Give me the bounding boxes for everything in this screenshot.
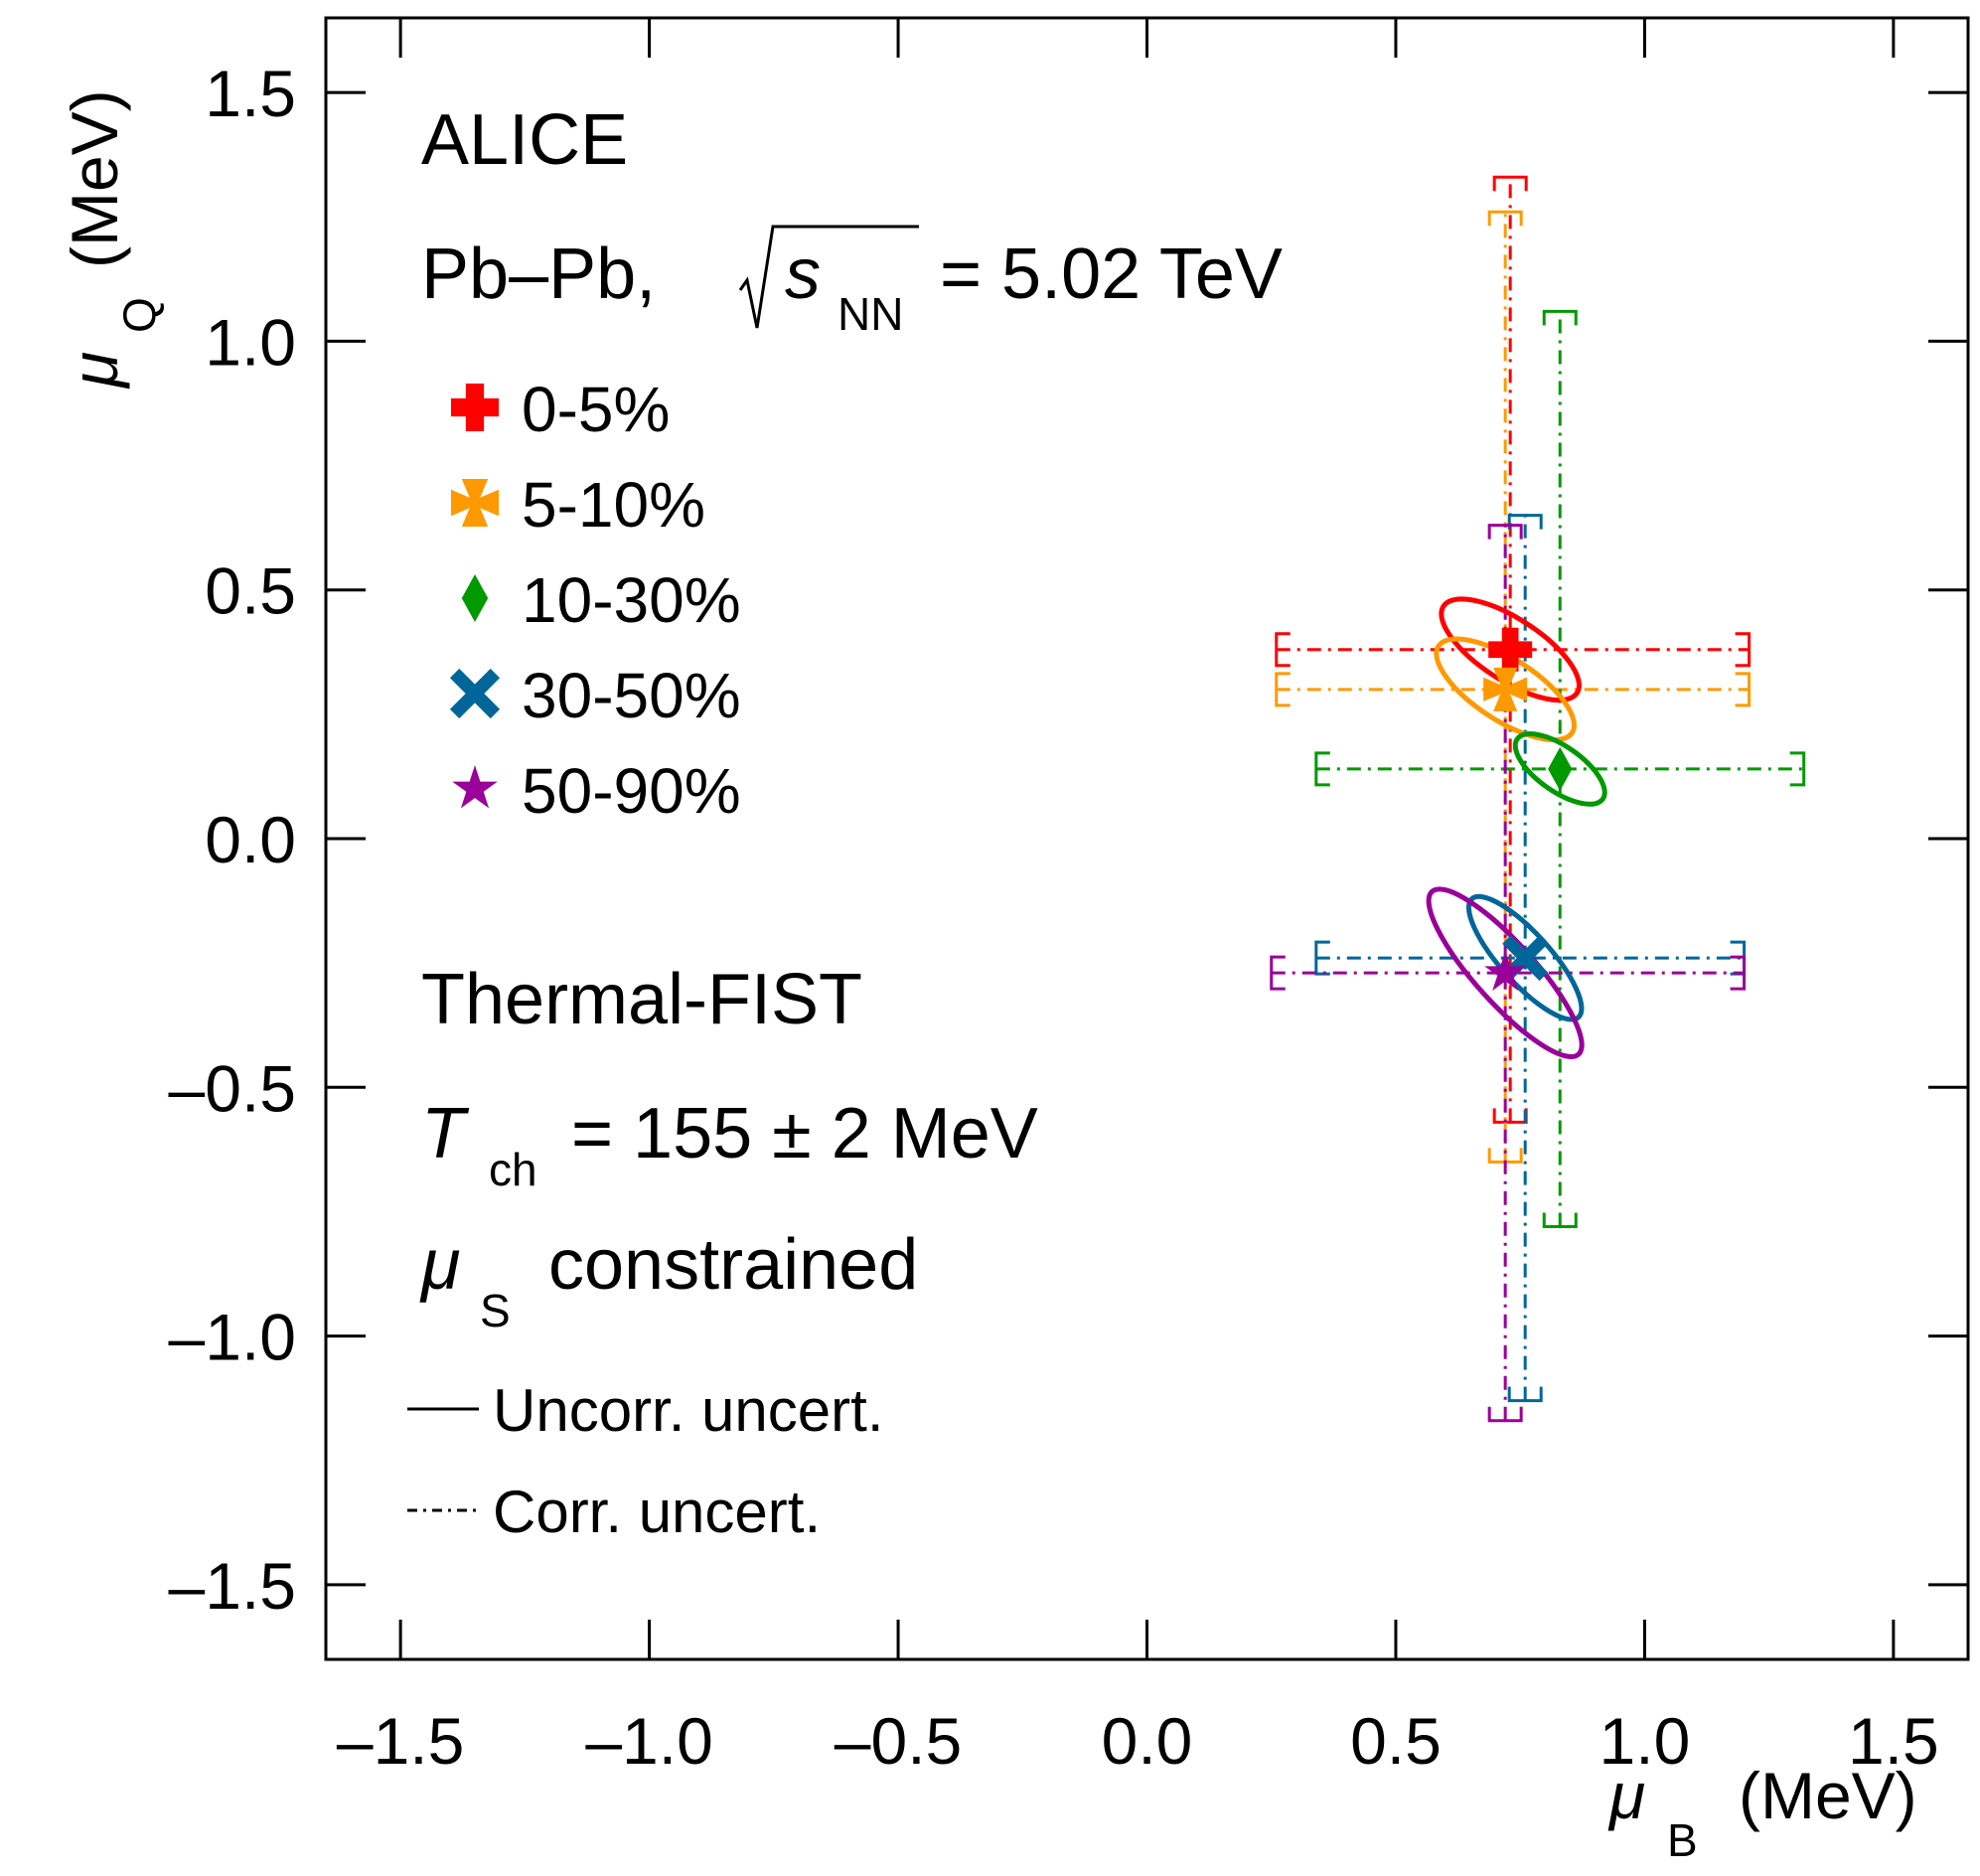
sqrt-sign [738,225,919,329]
y-tick-labels: –1.5 –1.0 –0.5 0.0 0.5 1.0 1.5 [169,57,296,1623]
x-tick-label: –1.5 [337,1704,464,1778]
energy-subscript: NN [838,288,903,340]
x-tick-label: 0.0 [1102,1704,1193,1778]
x-marker-stroke [449,668,501,719]
y-axis-subscript: Q [113,297,165,333]
diamond-marker-shape [461,574,489,622]
legend-label: 0-5% [522,374,670,445]
data-markers [1483,627,1573,991]
correlated-uncertainties [1270,175,1806,1423]
y-axis-title: μ Q (MeV) [58,89,165,390]
corr-cap-top [1487,210,1523,227]
legend-marker-50-90% [452,765,498,809]
temperature-label: T ch = 155 ± 2 MeV [421,1094,1038,1195]
corr-cap-right [1730,955,1747,991]
corr-cap-right [1789,751,1806,787]
mus-subscript: S [480,1285,511,1336]
y-tick-label: 0.5 [205,554,296,628]
legend-label: 50-90% [522,755,741,827]
corr-cap-top [1487,524,1523,540]
corr-cap-left [1275,632,1291,668]
corr-cap-right [1735,632,1752,668]
x-axis-subscript: B [1667,1814,1698,1866]
star-marker-shape [1484,951,1527,991]
corr-cap-bottom [1487,1406,1523,1423]
legend-marker-10-30% [461,574,489,622]
corr-uncert-10-30% [1314,309,1806,1228]
line-legend-label: Corr. uncert. [493,1479,821,1545]
y-tick-label: –1.5 [169,1549,296,1623]
corr-cap-right [1735,672,1752,707]
legend-label: 30-50% [522,660,741,731]
x-tick-label: –0.5 [835,1704,962,1778]
legend-marker-0-5% [451,384,499,431]
x-tick-label: 1.5 [1848,1704,1939,1778]
corr-cap-top [1507,514,1543,530]
line-style-legend: Uncorr. uncert. Corr. uncert. [407,1377,884,1545]
temp-subscript: ch [489,1144,537,1195]
temp-value: = 155 ± 2 MeV [571,1094,1038,1173]
experiment-label: ALICE [421,100,628,180]
x-tick-labels: –1.5 –1.0 –0.5 0.0 0.5 1.0 1.5 [337,1704,1939,1778]
open-cross-marker-shape [1483,667,1528,711]
y-tick-label: 1.0 [205,305,296,379]
mu-s-label: μ S constrained [419,1225,918,1336]
legend-label: 10-30% [522,564,741,636]
corr-cap-bottom [1542,1212,1578,1228]
data-point-10-30% [1548,746,1573,791]
energy-value: = 5.02 TeV [940,234,1283,314]
y-tick-label: 0.0 [205,803,296,876]
data-point-50-90% [1484,951,1527,991]
energy-s: s [785,234,821,314]
line-legend-label: Uncorr. uncert. [493,1377,884,1444]
corr-cap-top [1542,309,1578,326]
axis-ticks [326,18,1968,1659]
open-cross-marker-shape [451,479,499,527]
collision-system-label: Pb–Pb, s NN = 5.02 TeV [421,225,1283,340]
x-tick-label: 0.5 [1350,1704,1442,1778]
x-axis-symbol: μ [1607,1759,1645,1832]
corr-cap-left [1275,672,1291,707]
x-axis-title: μ B (MeV) [1607,1759,1917,1866]
x-axis-unit: (MeV) [1739,1759,1917,1832]
centrality-legend: 0-5% 5-10% 10-30% 30-50% 50-90% [449,374,741,827]
legend-label: 5-10% [522,469,705,541]
corr-cap-left [1270,955,1286,991]
y-axis-unit: (MeV) [58,89,131,268]
legend-marker-5-10% [451,479,499,527]
temp-symbol: T [421,1094,470,1173]
y-axis-symbol: μ [58,352,131,390]
corr-cap-top [1492,175,1528,192]
uncorr-ellipse-5-10% [1434,636,1577,743]
legend-marker-30-50% [449,668,501,719]
y-tick-label: –0.5 [169,1051,296,1125]
corr-cap-bottom [1507,1386,1543,1403]
y-tick-label: 1.5 [205,57,296,130]
x-tick-label: –1.0 [585,1704,712,1778]
system-prefix: Pb–Pb, [421,234,656,314]
data-point-5-10% [1483,667,1528,711]
mus-symbol: μ [419,1225,460,1305]
cross-marker-shape [451,384,499,431]
uncorr-ellipse-0-5% [1439,596,1582,704]
data-point-0-5% [1488,627,1533,672]
diamond-marker-shape [1548,746,1573,791]
star-marker-shape [452,765,498,809]
y-tick-label: –1.0 [169,1301,296,1374]
model-label: Thermal-FIST [421,960,862,1039]
corr-cap-left [1314,751,1330,787]
x-tick-label: 1.0 [1599,1704,1691,1778]
cross-marker-shape [1488,627,1533,672]
mus-text: constrained [548,1225,918,1305]
uncorr-ellipse-10-30% [1512,731,1607,807]
